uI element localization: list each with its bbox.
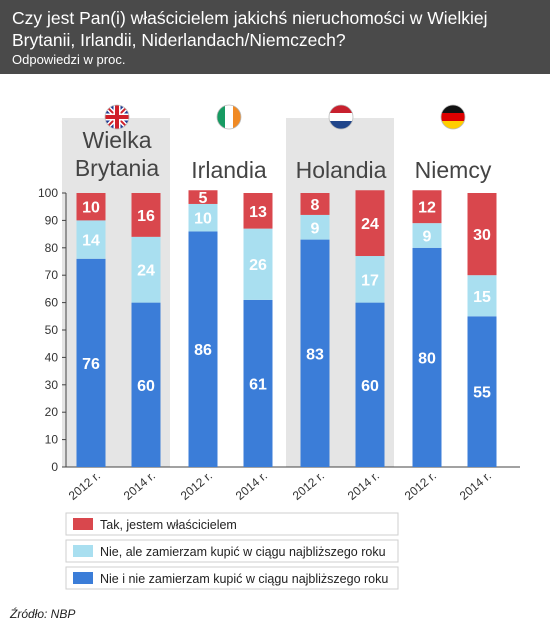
y-tick-label: 80 (45, 241, 59, 255)
x-tick-label: 2014 r. (457, 469, 494, 503)
legend-label: Nie i nie zamierzam kupić w ciągu najbli… (100, 572, 388, 586)
data-label: 9 (311, 220, 320, 237)
bar-segment (412, 190, 442, 224)
bar-segment (412, 223, 442, 248)
group-label: Irlandia (191, 157, 267, 183)
bar-segment (300, 239, 330, 467)
x-tick-label: 2014 r. (121, 469, 158, 503)
data-label: 15 (473, 289, 491, 306)
bar-segment (467, 193, 497, 276)
data-label: 61 (249, 376, 267, 393)
data-label: 5 (199, 190, 208, 207)
data-label: 24 (137, 263, 155, 280)
group-label: Holandia (296, 157, 387, 183)
bar-segment (243, 228, 273, 300)
bar-segment (76, 193, 106, 221)
data-label: 12 (418, 200, 436, 217)
bar-segment (355, 190, 385, 257)
uk-flag-icon (104, 104, 130, 130)
bar-segment (300, 193, 330, 215)
bar-segment (300, 214, 330, 240)
x-tick-label: 2012 r. (178, 469, 215, 503)
bar-segment (131, 302, 161, 467)
group-label: Brytania (75, 155, 160, 181)
header-bar: Czy jest Pan(i) właścicielem jakichś nie… (0, 0, 550, 74)
data-label: 8 (311, 197, 320, 214)
data-label: 60 (361, 378, 379, 395)
y-tick-label: 70 (45, 268, 59, 282)
y-tick-label: 30 (45, 378, 59, 392)
data-label: 26 (249, 257, 267, 274)
x-tick-label: 2012 r. (290, 469, 327, 503)
legend-label: Tak, jestem właścicielem (100, 518, 237, 532)
group-label: Wielka (82, 127, 151, 153)
bar-segment (467, 275, 497, 317)
bar-segment (412, 247, 442, 467)
bar-segment (131, 236, 161, 303)
bar-segment (188, 203, 218, 232)
ireland-flag-icon (216, 104, 242, 130)
y-tick-label: 40 (45, 350, 59, 364)
data-label: 10 (194, 211, 212, 228)
data-label: 10 (82, 200, 100, 217)
y-tick-label: 60 (45, 296, 59, 310)
bar-segment (243, 193, 273, 229)
bar-segment (188, 190, 218, 204)
data-label: 80 (418, 350, 436, 367)
y-tick-label: 10 (45, 433, 59, 447)
germany-flag-icon (440, 104, 466, 130)
bar-segment (355, 302, 385, 467)
group-label: Niemcy (415, 157, 492, 183)
y-tick-label: 90 (45, 213, 59, 227)
data-label: 76 (82, 356, 100, 373)
bar-segment (355, 256, 385, 303)
bar-segment (188, 231, 218, 467)
x-tick-label: 2014 r. (233, 469, 270, 503)
y-tick-label: 100 (38, 186, 58, 200)
legend-swatch (73, 518, 93, 530)
x-tick-label: 2014 r. (345, 469, 382, 503)
bar-segment (76, 220, 106, 259)
data-label: 14 (82, 233, 100, 250)
chart-title: Czy jest Pan(i) właścicielem jakichś nie… (12, 8, 488, 50)
y-tick-label: 50 (45, 323, 59, 337)
y-tick-label: 20 (45, 405, 59, 419)
data-label: 60 (137, 378, 155, 395)
data-label: 13 (249, 204, 267, 221)
source-note: Źródło: NBP (10, 607, 76, 621)
legend-box (65, 512, 399, 536)
data-label: 24 (361, 216, 379, 233)
legend-box (65, 566, 399, 590)
data-label: 17 (361, 272, 379, 289)
legend-label: Nie, ale zamierzam kupić w ciągu najbliż… (100, 545, 386, 559)
netherlands-flag-icon (328, 104, 354, 130)
data-label: 86 (194, 342, 212, 359)
data-label: 9 (423, 228, 432, 245)
legend-swatch (73, 572, 93, 584)
data-label: 55 (473, 385, 491, 402)
legend-swatch (73, 545, 93, 557)
legend-box (65, 539, 399, 563)
data-label: 30 (473, 227, 491, 244)
data-label: 83 (306, 346, 324, 363)
chart-subtitle: Odpowiedzi w proc. (12, 52, 126, 67)
bar-segment (467, 316, 497, 467)
bar-segment (76, 258, 106, 467)
bar-segment (243, 299, 273, 467)
y-tick-label: 0 (51, 460, 58, 474)
x-tick-label: 2012 r. (402, 469, 439, 503)
data-label: 16 (137, 208, 155, 225)
x-tick-label: 2012 r. (66, 469, 103, 503)
bar-segment (131, 193, 161, 237)
